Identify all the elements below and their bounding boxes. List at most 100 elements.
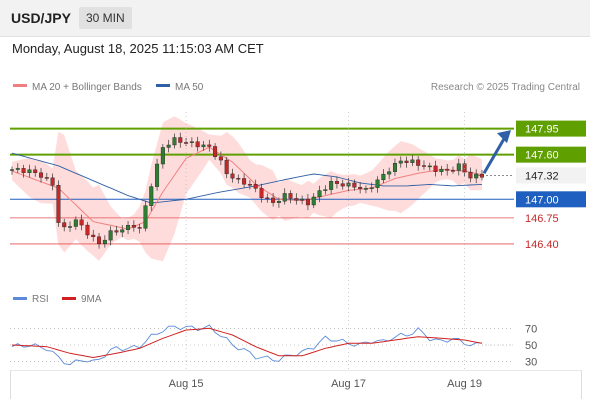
candle-body [120, 229, 125, 233]
candle-body [259, 188, 264, 199]
candle-body [375, 179, 380, 188]
candle-body [102, 239, 107, 245]
candle-body [62, 222, 67, 228]
candle-body [305, 198, 310, 206]
rsi-line [11, 324, 483, 366]
header: USD/JPY 30 MIN [0, 0, 590, 37]
candle-body [33, 169, 38, 173]
legend-rsi: RSI 9MA [13, 294, 102, 305]
candle-body [73, 219, 78, 227]
candle-body [421, 165, 426, 167]
candle-body [9, 169, 14, 171]
symbol-title: USD/JPY [11, 10, 71, 26]
timeframe-button[interactable]: 30 MIN [79, 7, 132, 29]
rsi-ma-legend-swatch [62, 297, 76, 300]
candle-body [137, 227, 142, 229]
candle-body [282, 193, 287, 202]
candle-body [474, 173, 479, 179]
candle-body [172, 137, 177, 146]
x-tick-label: Aug 19 [447, 378, 482, 390]
candle-body [323, 189, 328, 191]
ma20-line [11, 146, 483, 230]
candle-body [242, 178, 247, 185]
candle-body [126, 224, 131, 230]
candle-body [108, 230, 113, 241]
arrow-head [497, 130, 511, 144]
level-label-146-75: 146.75 [525, 213, 559, 225]
candle-body [201, 144, 206, 148]
ma20-legend-swatch [13, 84, 27, 87]
candle-body [253, 184, 258, 189]
candle-body [329, 181, 334, 190]
arrow-shaft [482, 136, 507, 175]
projection-arrow [482, 130, 511, 175]
candle-body [433, 165, 438, 172]
candle-body [15, 168, 20, 170]
candle-body [439, 168, 444, 172]
candle-body [213, 146, 218, 157]
candle-body [410, 159, 415, 163]
candle-body [79, 219, 84, 226]
candle-body [276, 200, 281, 203]
candle-body [56, 185, 61, 223]
candle-body [294, 198, 299, 201]
rsi-tick-70: 70 [525, 323, 537, 335]
candle-body [363, 188, 368, 190]
bollinger-band-area [12, 116, 482, 262]
candle-body [166, 144, 171, 148]
candle-body [480, 173, 485, 178]
x-tick-label: Aug 15 [169, 378, 204, 390]
candle-body [21, 168, 26, 173]
datetime-label: Monday, August 18, 2025 11:15:03 AM CET [12, 41, 264, 56]
candle-body [114, 230, 119, 233]
candle-body [300, 198, 305, 201]
ma50-line [11, 152, 483, 204]
x-axis: Aug 15 Aug 17 Aug 19 [169, 112, 482, 390]
legend-top: MA 20 + Bollinger Bands MA 50 Research ©… [13, 82, 580, 93]
rsi-tick-50: 50 [525, 340, 537, 352]
level-badge-147-95 [516, 120, 586, 137]
candle-body [450, 170, 455, 172]
level-badge-147-00 [516, 191, 586, 208]
candle-body [184, 142, 189, 144]
candle-body [189, 141, 194, 143]
level-label-147-95: 147.95 [525, 124, 559, 136]
candle-body [456, 163, 461, 171]
bollinger-band [12, 116, 482, 262]
candle-body [27, 169, 32, 173]
candle-body [143, 205, 148, 229]
rsi-ma-legend-label: 9MA [81, 294, 102, 305]
candle-body [91, 234, 96, 237]
candle-body [97, 236, 102, 245]
rsi-panel: 70 50 30 [10, 323, 537, 369]
candle-body [416, 159, 421, 166]
candle-body [468, 171, 473, 179]
candle-body [271, 197, 276, 203]
rsi-tick-30: 30 [525, 357, 537, 369]
candle-body [155, 163, 160, 187]
ma50-legend-label: MA 50 [175, 82, 204, 93]
candle-body [195, 141, 200, 148]
candle-body [387, 171, 392, 175]
candle-body [392, 162, 397, 172]
candle-body [317, 190, 322, 198]
candle-body [224, 159, 229, 175]
candle-body [160, 147, 165, 165]
level-badge-147-60 [516, 146, 586, 163]
level-label-146-40: 146.40 [525, 239, 559, 251]
candle-body [85, 224, 90, 236]
level-badge-147-32 [516, 167, 586, 184]
candle-body [149, 186, 154, 206]
ma50-legend-swatch [156, 84, 170, 87]
candle-body [207, 144, 212, 147]
rsi-legend-label: RSI [32, 294, 49, 305]
candle-body [311, 196, 316, 206]
moving-averages [11, 146, 483, 230]
candle-body [352, 182, 357, 188]
level-label-147-00: 147.00 [525, 194, 559, 206]
level-label-147-32: 147.32 [525, 170, 559, 182]
rsi-legend-swatch [13, 297, 27, 300]
candle-body [39, 172, 44, 178]
candle-body [50, 177, 55, 186]
